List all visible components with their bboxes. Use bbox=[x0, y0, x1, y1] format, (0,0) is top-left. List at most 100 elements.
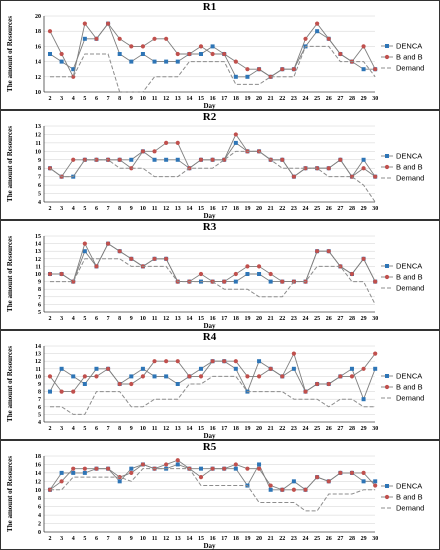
data-point-denca bbox=[152, 157, 157, 162]
legend-label: B and B bbox=[396, 383, 423, 392]
x-tick-label: 20 bbox=[256, 316, 262, 322]
data-point-denca bbox=[291, 366, 296, 371]
y-tick-label: 9 bbox=[38, 158, 41, 164]
data-point-b-and-b bbox=[82, 21, 87, 26]
legend-marker-denca bbox=[385, 484, 389, 488]
series-line-demand bbox=[50, 258, 376, 305]
x-tick-label: 18 bbox=[233, 206, 239, 212]
data-point-denca bbox=[117, 479, 122, 484]
y-tick-label: 10 bbox=[35, 149, 41, 155]
x-tick-label: 22 bbox=[279, 316, 285, 322]
data-point-b-and-b bbox=[210, 466, 215, 471]
data-point-denca bbox=[245, 272, 250, 276]
x-tick-label: 9 bbox=[130, 206, 133, 212]
data-point-b-and-b bbox=[152, 36, 157, 41]
data-point-b-and-b bbox=[198, 271, 204, 277]
data-point-b-and-b bbox=[315, 21, 320, 26]
x-tick-label: 14 bbox=[186, 206, 192, 212]
series-line-demand bbox=[49, 150, 376, 203]
x-tick-label: 13 bbox=[175, 206, 181, 212]
y-tick-label: 0 bbox=[38, 530, 41, 536]
x-tick-label: 23 bbox=[291, 96, 297, 102]
y-tick-label: 14 bbox=[35, 471, 41, 477]
data-point-b-and-b bbox=[117, 36, 122, 41]
x-tick-label: 3 bbox=[60, 536, 63, 542]
data-point-denca bbox=[48, 52, 52, 56]
y-tick-label: 15 bbox=[35, 234, 41, 240]
x-tick-label: 12 bbox=[163, 316, 169, 322]
series-line-b-and-b bbox=[49, 22, 376, 79]
x-tick-label: 25 bbox=[314, 426, 320, 432]
data-point-b-and-b bbox=[129, 256, 134, 261]
data-point-b-and-b bbox=[129, 166, 134, 171]
data-point-b-and-b bbox=[315, 249, 320, 254]
data-point-denca bbox=[175, 157, 180, 162]
data-point-b-and-b bbox=[210, 359, 215, 364]
x-tick-label: 30 bbox=[372, 536, 378, 542]
x-tick-label: 29 bbox=[361, 316, 367, 322]
x-tick-label: 19 bbox=[244, 426, 250, 432]
x-tick-label: 24 bbox=[303, 96, 309, 102]
legend-label: B and B bbox=[396, 493, 423, 502]
x-tick-label: 6 bbox=[95, 96, 98, 102]
data-point-b-and-b bbox=[198, 44, 204, 49]
y-tick-label: 4 bbox=[38, 200, 41, 206]
x-tick-label: 28 bbox=[349, 426, 355, 432]
data-point-b-and-b bbox=[245, 264, 250, 269]
data-point-denca bbox=[129, 59, 134, 64]
y-tick-label: 6 bbox=[38, 505, 41, 511]
x-tick-label: 2 bbox=[49, 96, 52, 102]
data-point-b-and-b bbox=[71, 466, 76, 471]
x-tick-label: 24 bbox=[303, 536, 309, 542]
x-tick-label: 27 bbox=[337, 96, 343, 102]
data-point-b-and-b bbox=[291, 487, 296, 492]
series-line-denca bbox=[49, 22, 376, 78]
series-line-demand bbox=[50, 45, 376, 93]
legend-marker-denca bbox=[385, 154, 389, 158]
x-tick-label: 7 bbox=[107, 536, 110, 542]
data-point-denca bbox=[233, 466, 238, 471]
data-point-denca bbox=[117, 52, 122, 56]
data-point-b-and-b bbox=[349, 271, 355, 277]
series-line-b-and-b bbox=[49, 133, 376, 178]
x-tick-label: 22 bbox=[279, 426, 285, 432]
x-tick-label: 28 bbox=[349, 536, 355, 542]
data-point-b-and-b bbox=[245, 374, 250, 379]
x-tick-label: 24 bbox=[303, 316, 309, 322]
x-tick-label: 26 bbox=[326, 206, 332, 212]
x-tick-label: 30 bbox=[372, 206, 378, 212]
data-point-b-and-b bbox=[117, 381, 122, 387]
x-tick-label: 9 bbox=[130, 536, 133, 542]
x-tick-label: 20 bbox=[256, 536, 262, 542]
x-tick-label: 19 bbox=[244, 96, 250, 102]
x-tick-label: 10 bbox=[140, 536, 146, 542]
data-point-denca bbox=[257, 462, 262, 467]
data-point-b-and-b bbox=[326, 166, 331, 171]
data-point-b-and-b bbox=[222, 51, 227, 57]
series-line-demand bbox=[50, 468, 376, 512]
data-point-b-and-b bbox=[280, 279, 285, 284]
y-tick-label: 20 bbox=[35, 14, 41, 20]
x-tick-label: 29 bbox=[361, 426, 367, 432]
data-point-b-and-b bbox=[59, 479, 64, 484]
x-tick-label: 9 bbox=[130, 96, 133, 102]
data-point-b-and-b bbox=[315, 381, 320, 387]
y-tick-label: 14 bbox=[35, 60, 41, 66]
y-axis-label: The amount of Resources bbox=[6, 456, 14, 532]
x-tick-label: 5 bbox=[83, 206, 86, 212]
x-tick-label: 6 bbox=[95, 206, 98, 212]
x-tick-label: 10 bbox=[140, 206, 146, 212]
y-axis-label: The amount of Resources bbox=[6, 126, 14, 202]
legend-label: Demand bbox=[396, 174, 424, 183]
data-point-b-and-b bbox=[315, 475, 320, 480]
legend-marker-denca bbox=[385, 264, 389, 268]
data-point-b-and-b bbox=[164, 36, 169, 41]
y-tick-label: 8 bbox=[38, 496, 41, 502]
y-tick-label: 18 bbox=[35, 454, 41, 460]
x-tick-label: 29 bbox=[361, 206, 367, 212]
x-tick-label: 23 bbox=[291, 316, 297, 322]
y-tick-label: 2 bbox=[38, 522, 41, 528]
x-tick-label: 4 bbox=[72, 96, 75, 102]
data-point-denca bbox=[164, 157, 169, 162]
y-tick-label: 9 bbox=[38, 280, 41, 286]
